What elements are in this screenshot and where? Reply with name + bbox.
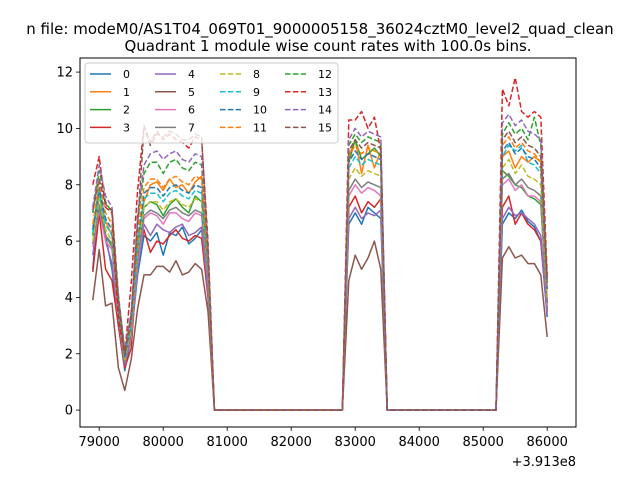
legend-label-11: 11 — [253, 121, 267, 134]
legend-label-2: 2 — [123, 104, 130, 117]
legend-label-4: 4 — [188, 68, 195, 81]
x-tick-label-5: 84000 — [399, 435, 440, 450]
legend-label-15: 15 — [318, 121, 332, 134]
x-tick-label-1: 80000 — [143, 435, 184, 450]
x-tick-label-0: 79000 — [79, 435, 120, 450]
legend-label-1: 1 — [123, 86, 130, 99]
axes-ticks: 79000 80000 81000 82000 83000 84000 85000 86000… — [56, 66, 567, 450]
legend-label-0: 0 — [123, 68, 130, 81]
legend-box — [84, 62, 339, 144]
legend-label-6: 6 — [188, 104, 195, 117]
x-tick-label-2: 81000 — [207, 435, 248, 450]
chart-title: Quadrant 1 module wise count rates with … — [124, 37, 531, 55]
y-tick-label-2: 4 — [65, 291, 73, 306]
legend-label-9: 9 — [253, 86, 260, 99]
legend-label-10: 10 — [253, 104, 267, 117]
plot-lines — [92, 76, 548, 411]
y-tick-label-4: 8 — [65, 178, 73, 193]
legend-label-13: 13 — [318, 86, 332, 99]
y-tick-label-1: 2 — [65, 347, 73, 362]
y-tick-label-6: 12 — [56, 66, 73, 81]
legend-label-14: 14 — [318, 104, 332, 117]
figure-suptitle: n file: modeM0/AS1T04_069T01_9000005158_… — [26, 20, 613, 39]
legend-label-8: 8 — [253, 68, 260, 81]
legend-label-12: 12 — [318, 68, 332, 81]
x-tick-label-3: 82000 — [271, 435, 312, 450]
x-tick-label-4: 83000 — [335, 435, 376, 450]
y-tick-label-5: 10 — [56, 122, 73, 137]
legend-label-3: 3 — [123, 121, 130, 134]
x-offset-label: +3.913e8 — [512, 455, 576, 470]
y-tick-label-0: 0 — [65, 404, 73, 419]
axes-frame — [79, 57, 577, 428]
x-tick-label-6: 85000 — [463, 435, 504, 450]
legend-label-7: 7 — [188, 121, 195, 134]
x-tick-label-7: 86000 — [527, 435, 568, 450]
legend-label-5: 5 — [188, 86, 195, 99]
y-tick-label-3: 6 — [65, 235, 73, 250]
